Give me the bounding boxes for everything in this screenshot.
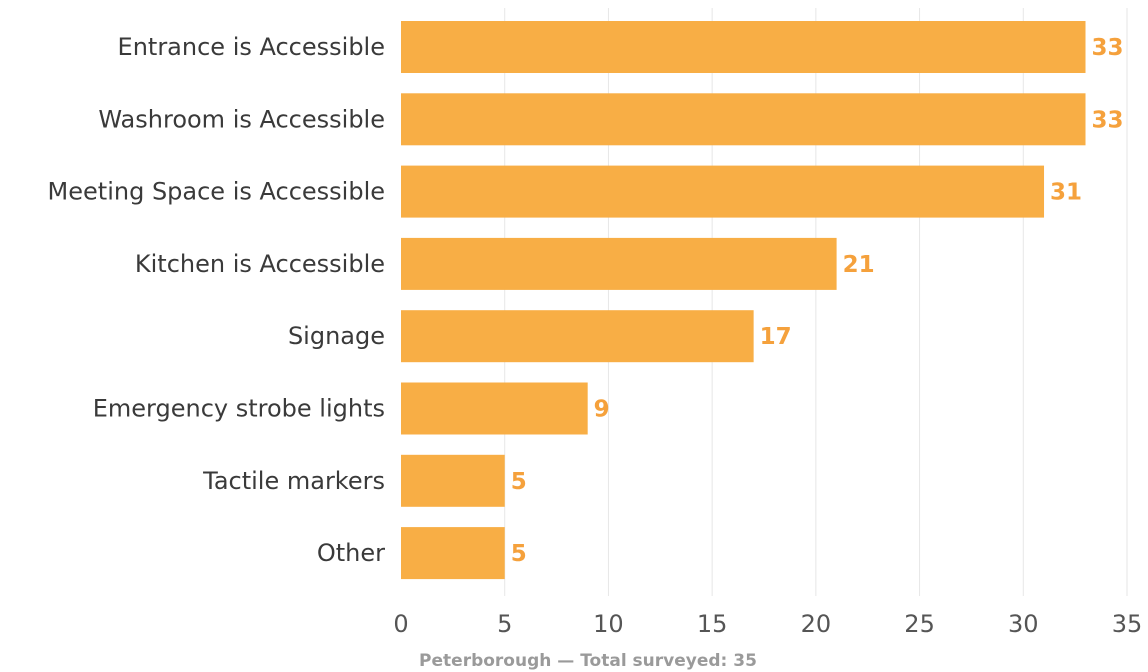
value-label: 31 [1050, 180, 1082, 206]
bar [401, 527, 505, 580]
category-label: Tactile markers [202, 467, 385, 495]
category-label: Meeting Space is Accessible [48, 178, 385, 206]
category-label: Washroom is Accessible [98, 105, 385, 133]
x-tick-label: 35 [1112, 610, 1143, 638]
bar [401, 237, 837, 290]
category-label: Emergency strobe lights [93, 395, 385, 423]
category-labels: Entrance is Accessible Washroom is Access… [48, 33, 386, 567]
value-label: 33 [1092, 35, 1124, 61]
bar [401, 454, 505, 507]
value-label: 5 [511, 469, 527, 495]
category-label: Signage [288, 322, 385, 350]
x-tick-label: 0 [393, 610, 408, 638]
bar [401, 310, 754, 363]
category-label: Kitchen is Accessible [135, 250, 385, 278]
bar [401, 382, 588, 435]
value-label: 17 [760, 324, 792, 350]
bar [401, 165, 1045, 218]
bar [401, 21, 1086, 73]
bar [401, 93, 1086, 146]
x-tick-label: 15 [697, 610, 728, 638]
x-tick-label: 20 [801, 610, 832, 638]
value-labels: 33 33 31 21 17 9 5 5 [511, 35, 1124, 567]
category-label: Entrance is Accessible [118, 33, 385, 61]
value-label: 21 [843, 252, 875, 278]
value-label: 33 [1092, 107, 1124, 133]
x-axis-ticks: 0 5 10 15 20 25 30 35 [393, 610, 1142, 638]
category-label: Other [317, 539, 385, 567]
x-tick-label: 10 [593, 610, 624, 638]
x-tick-label: 25 [904, 610, 935, 638]
value-label: 9 [594, 397, 610, 423]
x-tick-label: 30 [1008, 610, 1039, 638]
chart-footer: Peterborough — Total surveyed: 35 [419, 651, 757, 671]
value-label: 5 [511, 541, 527, 567]
bars [401, 21, 1086, 580]
x-tick-label: 5 [497, 610, 512, 638]
